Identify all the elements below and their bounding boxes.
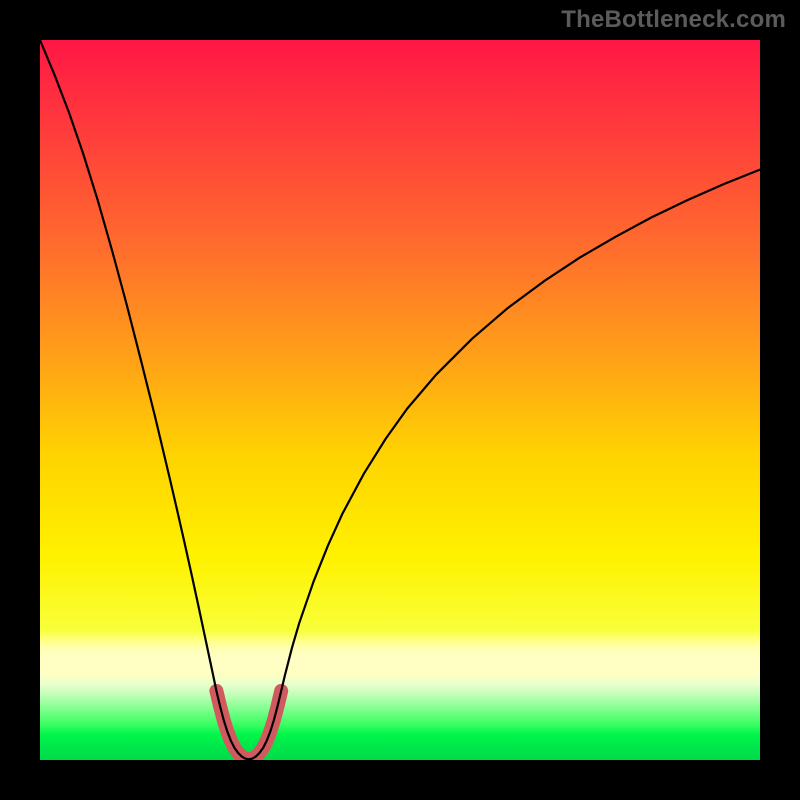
watermark-text: TheBottleneck.com	[561, 6, 786, 34]
image-frame: TheBottleneck.com	[0, 0, 800, 800]
plot-area	[40, 40, 760, 760]
bottleneck-chart	[40, 40, 760, 760]
chart-background	[40, 40, 760, 760]
